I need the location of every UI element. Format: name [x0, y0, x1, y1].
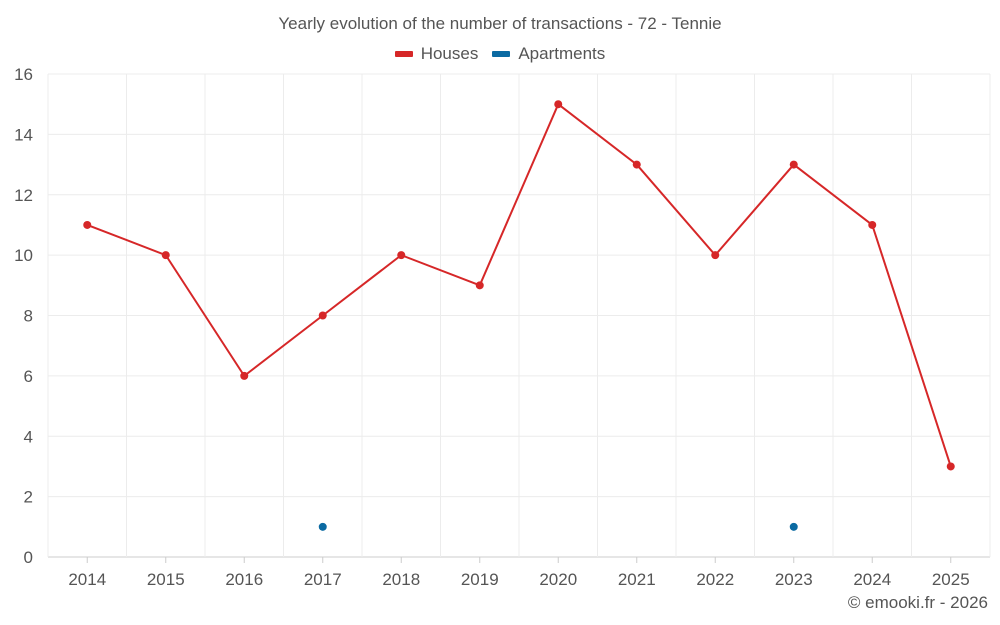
y-tick-label: 0 [24, 548, 33, 567]
legend-item-houses[interactable]: Houses [394, 44, 479, 64]
x-tick-label: 2023 [775, 570, 813, 589]
legend-swatch-apartments [492, 51, 511, 57]
copyright-credit: © emooki.fr - 2026 [847, 593, 988, 612]
data-point-houses [397, 251, 406, 260]
legend-item-apartments[interactable]: Apartments [492, 44, 605, 64]
x-tick-label: 2021 [618, 570, 656, 589]
chart-legend: Houses Apartments [0, 44, 1000, 64]
data-point-houses [554, 100, 563, 109]
x-tick-label: 2020 [539, 570, 577, 589]
y-tick-label: 14 [14, 125, 33, 144]
x-tick-label: 2024 [853, 570, 891, 589]
y-tick-label: 10 [14, 246, 33, 265]
data-point-houses [946, 462, 955, 471]
data-point-apartments [789, 522, 798, 531]
data-point-houses [83, 220, 92, 229]
data-point-houses [789, 160, 798, 169]
y-tick-label: 16 [14, 65, 33, 84]
x-tick-label: 2025 [932, 570, 970, 589]
data-point-houses [240, 371, 249, 380]
x-tick-label: 2015 [147, 570, 185, 589]
y-tick-label: 2 [24, 488, 33, 507]
data-point-houses [868, 220, 877, 229]
data-point-apartments [318, 522, 327, 531]
legend-label-apartments: Apartments [518, 44, 606, 63]
x-tick-label: 2019 [461, 570, 499, 589]
data-point-houses [318, 311, 327, 320]
data-point-houses [475, 281, 484, 290]
x-tick-label: 2014 [68, 570, 106, 589]
series-line-houses [86, 103, 952, 467]
x-tick-label: 2018 [382, 570, 420, 589]
data-point-houses [161, 251, 170, 260]
data-point-houses [632, 160, 641, 169]
x-tick-label: 2016 [225, 570, 263, 589]
y-tick-label: 12 [14, 186, 33, 205]
y-tick-label: 6 [24, 367, 33, 386]
legend-swatch-houses [394, 51, 413, 57]
y-tick-label: 8 [24, 307, 33, 326]
x-tick-label: 2017 [304, 570, 342, 589]
data-point-houses [711, 251, 720, 260]
x-tick-label: 2022 [696, 570, 734, 589]
chart-title: Yearly evolution of the number of transa… [278, 14, 722, 33]
y-tick-label: 4 [24, 427, 33, 446]
legend-label-houses: Houses [420, 44, 479, 63]
